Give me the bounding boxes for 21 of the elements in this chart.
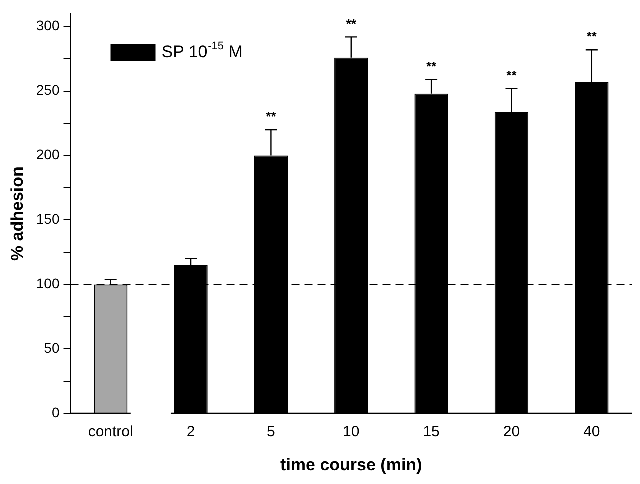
y-tick-label: 100 <box>36 276 60 292</box>
x-tick-label: 10 <box>343 424 360 441</box>
x-tick-label: 2 <box>186 424 196 441</box>
x-tick-label: 40 <box>584 424 600 441</box>
y-tick-label: 0 <box>52 404 60 420</box>
annotation: ** <box>266 109 278 124</box>
x-tick-label: 5 <box>267 424 276 441</box>
annotation: ** <box>506 68 518 83</box>
y-tick-label: 200 <box>36 146 60 163</box>
x-tick-label: 15 <box>423 424 440 441</box>
annotation: ** <box>586 29 598 44</box>
annotation: ** <box>426 58 438 74</box>
x-tick-label: control <box>88 424 134 441</box>
y-tick-label: 150 <box>36 211 60 228</box>
y-tick-label: 250 <box>36 82 60 98</box>
y-axis-title: % adhesion <box>8 166 27 262</box>
x-tick-label: 20 <box>503 424 520 441</box>
y-tick-label: 300 <box>36 18 60 34</box>
annotation: ** <box>346 16 358 32</box>
y-tick-label: 50 <box>44 340 60 356</box>
x-axis-title: time course (min) <box>280 455 422 474</box>
